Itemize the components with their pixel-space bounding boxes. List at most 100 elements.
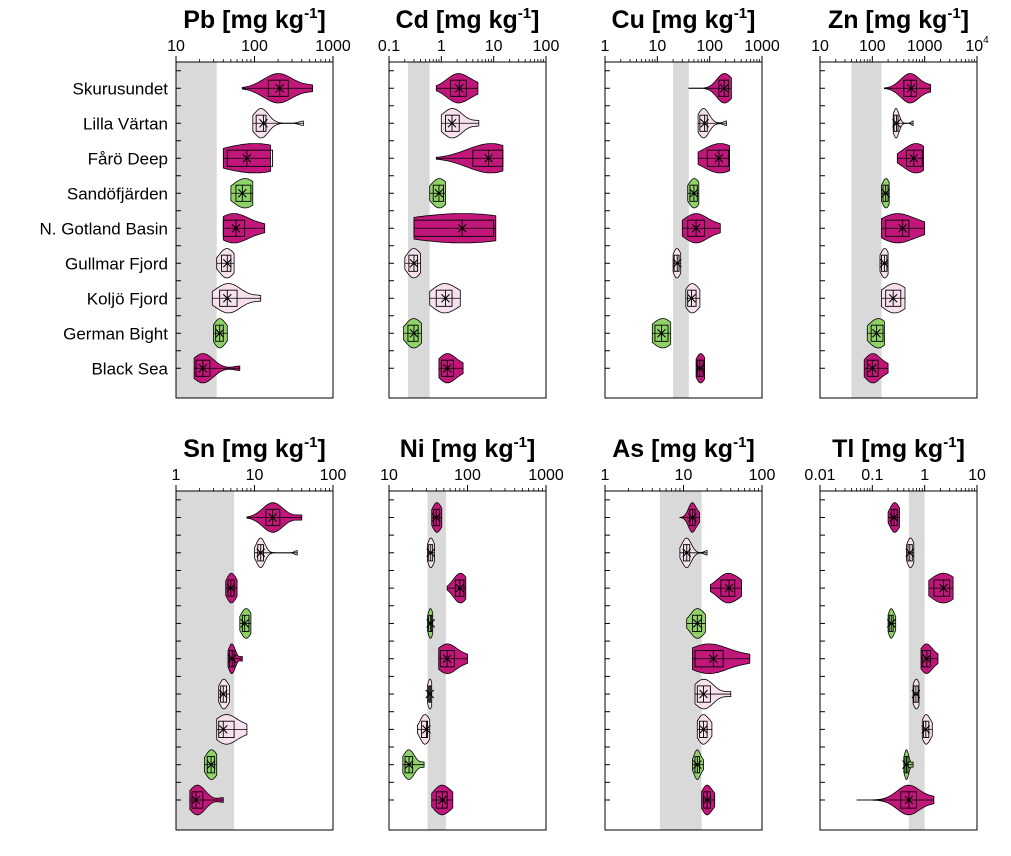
violin-zn-3 xyxy=(881,178,891,209)
x-tick-label: 10 xyxy=(648,38,666,55)
iqr-box xyxy=(413,219,495,237)
iqr-box xyxy=(699,114,708,132)
x-tick-label: 100 xyxy=(533,38,560,55)
iqr-box xyxy=(694,650,724,668)
violin-cd-1 xyxy=(440,108,480,139)
violin-sn-8 xyxy=(189,784,224,816)
iqr-box xyxy=(885,219,910,237)
iqr-box xyxy=(219,289,238,307)
violin-sn-4 xyxy=(227,643,243,674)
violin-cd-8 xyxy=(438,353,464,384)
violin-pb-0 xyxy=(241,73,313,104)
x-tick-label: 100 xyxy=(454,467,481,484)
x-tick-label: 104 xyxy=(965,35,989,55)
panel-title: Zn [mg kg-1] xyxy=(828,5,969,34)
violin-zn-7 xyxy=(866,318,885,349)
panel-title: Pb [mg kg-1] xyxy=(183,5,326,34)
violin-as-0 xyxy=(679,502,700,533)
violin-as-1 xyxy=(679,537,708,569)
category-label: Fårö Deep xyxy=(88,149,168,168)
panel-tl: Tl [mg kg-1] 0.01 0.1 1 10 xyxy=(804,434,986,831)
violin-ni-8 xyxy=(431,784,454,816)
violin-pb-7 xyxy=(213,318,228,349)
iqr-box xyxy=(893,114,899,132)
plot-frame xyxy=(388,61,547,399)
panel-title: Cd [mg kg-1] xyxy=(396,5,540,34)
panel-title: Ni [mg kg-1] xyxy=(400,434,536,463)
panel-ni: Ni [mg kg-1]10 100 1000 xyxy=(380,434,564,831)
violin-zn-1 xyxy=(892,108,914,139)
x-tick-label: 10 xyxy=(675,467,693,484)
violin-sn-7 xyxy=(204,749,218,780)
x-tick-label: 0.1 xyxy=(861,467,883,484)
panel-cu: Cu [mg kg-1]1 10 100 1000 xyxy=(601,5,780,399)
plot-frame xyxy=(819,61,978,399)
violin-ni-5 xyxy=(425,678,435,710)
panel-title: Sn [mg kg-1] xyxy=(183,434,326,463)
violin-pb-5 xyxy=(216,248,235,279)
x-tick-label: 1000 xyxy=(744,38,780,55)
reference-band xyxy=(176,62,217,398)
violin-cd-2 xyxy=(435,143,504,174)
x-tick-label: 100 xyxy=(320,467,347,484)
violin-cd-0 xyxy=(435,73,479,104)
violin-cu-4 xyxy=(681,213,721,244)
panel-sn: Sn [mg kg-1]1 10 100 xyxy=(172,434,347,831)
x-tick-label: 1000 xyxy=(528,467,564,484)
violin-tl-0 xyxy=(887,502,900,533)
x-tick-label: 100 xyxy=(859,38,886,55)
category-label: Gullmar Fjord xyxy=(65,254,168,273)
violin-cd-6 xyxy=(429,283,461,314)
violin-as-6 xyxy=(696,714,713,745)
violin-sn-5 xyxy=(218,678,230,710)
violin-ni-3 xyxy=(426,608,436,639)
violin-ni-2 xyxy=(446,572,467,604)
violin-tl-5 xyxy=(911,678,921,710)
iqr-box xyxy=(221,254,232,272)
violin-cu-7 xyxy=(651,318,672,349)
violin-sn-3 xyxy=(239,608,252,639)
x-tick-label: 1 xyxy=(601,467,610,484)
x-tick-label: 1000 xyxy=(907,38,943,55)
violin-as-2 xyxy=(710,572,742,604)
violin-pb-4 xyxy=(222,213,266,244)
iqr-box xyxy=(255,114,267,132)
iqr-box xyxy=(235,184,252,202)
iqr-box xyxy=(408,254,418,272)
category-label: Lilla Värtan xyxy=(83,114,168,133)
category-label: Black Sea xyxy=(91,359,168,378)
iqr-box xyxy=(450,79,467,97)
reference-band xyxy=(176,491,235,830)
violin-tl-8 xyxy=(856,784,935,816)
iqr-box xyxy=(706,149,730,167)
iqr-box xyxy=(432,184,444,202)
x-tick-label: 100 xyxy=(241,38,268,55)
panel-title: Tl [mg kg-1] xyxy=(832,434,965,463)
x-tick-label: 10 xyxy=(968,467,986,484)
violin-tl-2 xyxy=(928,572,954,604)
violin-tl-6 xyxy=(921,714,933,745)
violin-sn-0 xyxy=(246,502,303,533)
violin-ni-0 xyxy=(431,502,443,533)
violin-as-4 xyxy=(692,643,751,674)
violin-zn-5 xyxy=(879,248,889,279)
iqr-box xyxy=(226,149,274,167)
iqr-box xyxy=(218,720,235,738)
iqr-box xyxy=(718,79,730,97)
x-tick-label: 10 xyxy=(380,467,398,484)
site-labels: Skurusundet Lilla Värtan Fårö Deep Sandöfjä… xyxy=(39,79,168,378)
violin-cd-4 xyxy=(413,213,497,244)
iqr-box xyxy=(191,791,204,809)
reference-band xyxy=(908,491,925,830)
panel-zn: Zn [mg kg-1] 10 100 1000 104 xyxy=(811,5,989,399)
violin-pb-8 xyxy=(193,353,241,384)
iqr-box xyxy=(267,79,289,97)
iqr-box xyxy=(241,614,250,633)
x-tick-label: 10 xyxy=(246,467,264,484)
category-label: Koljö Fjord xyxy=(87,289,168,308)
x-tick-label: 1000 xyxy=(315,38,351,55)
panel-cd: Cd [mg kg-1] 0.1 1 10 100 xyxy=(378,5,560,399)
x-tick-label: 100 xyxy=(749,467,776,484)
iqr-box xyxy=(407,324,419,342)
